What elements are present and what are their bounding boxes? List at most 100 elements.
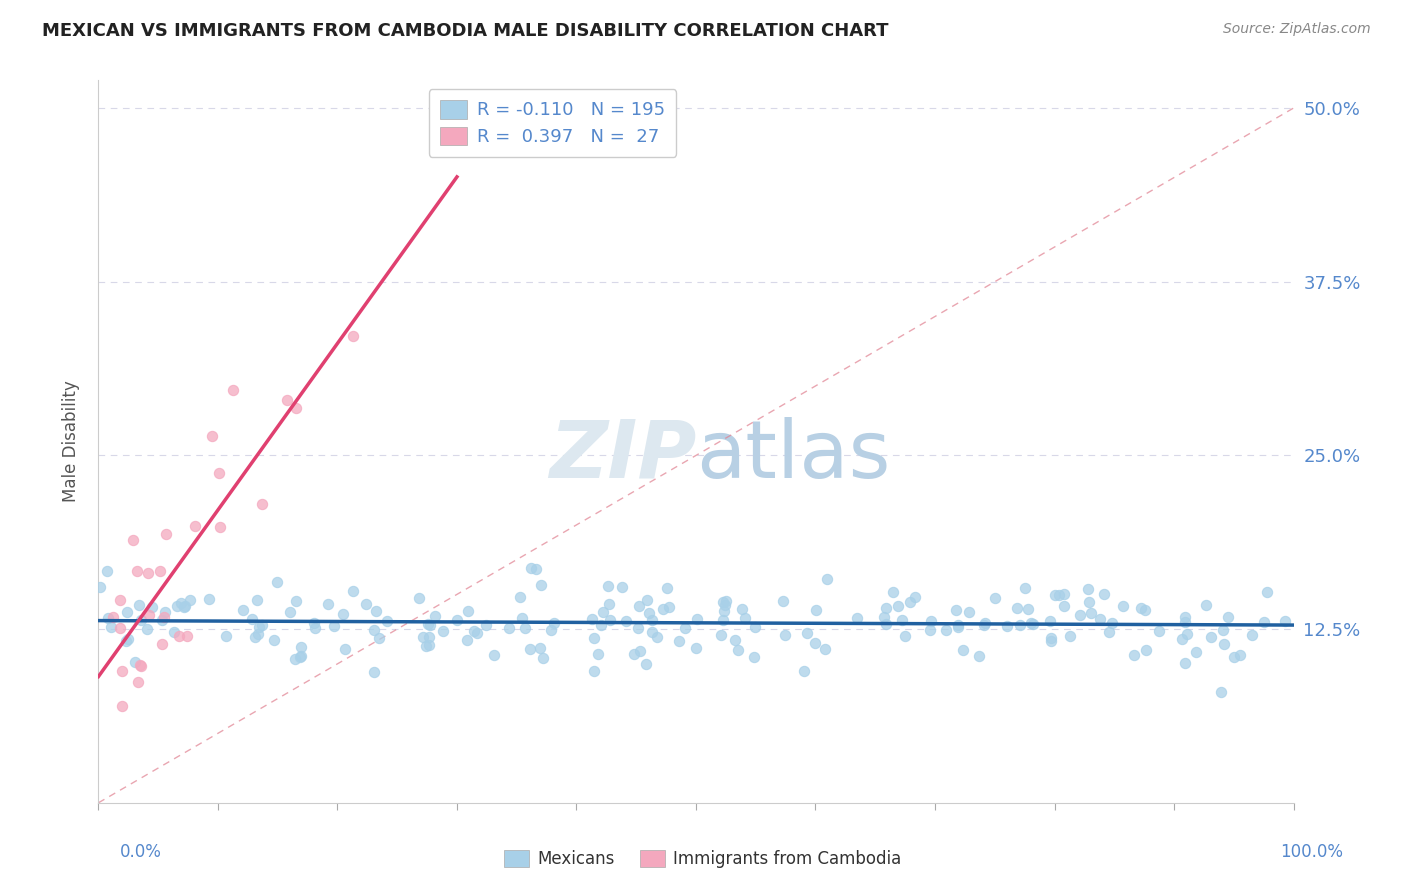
Point bbox=[1077, 595, 1099, 609]
Point bbox=[1039, 631, 1062, 645]
Point bbox=[363, 665, 385, 679]
Point bbox=[408, 591, 430, 606]
Point bbox=[515, 621, 537, 635]
Point bbox=[122, 533, 145, 548]
Point bbox=[332, 607, 354, 621]
Point bbox=[423, 608, 446, 623]
Point bbox=[419, 617, 441, 632]
Point bbox=[713, 604, 735, 618]
Point bbox=[136, 623, 159, 637]
Point bbox=[166, 599, 188, 613]
Point bbox=[1229, 648, 1251, 662]
Point bbox=[136, 566, 159, 581]
Point bbox=[875, 600, 897, 615]
Point bbox=[636, 657, 658, 671]
Point bbox=[110, 621, 132, 635]
Point bbox=[742, 650, 765, 665]
Point bbox=[222, 383, 245, 397]
Point bbox=[543, 615, 565, 630]
Point bbox=[318, 597, 340, 611]
Point bbox=[614, 615, 637, 629]
Point bbox=[1135, 643, 1157, 657]
Point bbox=[412, 631, 434, 645]
Point bbox=[540, 623, 562, 637]
Point bbox=[796, 626, 818, 640]
Point bbox=[96, 564, 118, 578]
Point bbox=[1253, 615, 1275, 629]
Point bbox=[626, 622, 648, 636]
Point bbox=[655, 581, 678, 595]
Point bbox=[208, 467, 231, 481]
Point bbox=[804, 603, 827, 617]
Point bbox=[1043, 589, 1066, 603]
Point bbox=[772, 594, 794, 608]
Point bbox=[714, 599, 737, 613]
Point bbox=[153, 610, 176, 624]
Point bbox=[1101, 616, 1123, 631]
Point bbox=[628, 644, 651, 658]
Point bbox=[150, 613, 173, 627]
Point bbox=[368, 631, 391, 645]
Point bbox=[153, 605, 176, 619]
Point bbox=[170, 596, 193, 610]
Point bbox=[246, 627, 269, 641]
Point bbox=[457, 604, 479, 618]
Point bbox=[510, 611, 533, 625]
Point bbox=[125, 564, 148, 578]
Point bbox=[920, 614, 942, 628]
Point bbox=[524, 562, 547, 576]
Point bbox=[945, 603, 967, 617]
Point bbox=[530, 578, 553, 592]
Point bbox=[1174, 656, 1197, 670]
Point bbox=[141, 600, 163, 615]
Point bbox=[232, 603, 254, 617]
Point bbox=[290, 649, 312, 664]
Point bbox=[284, 652, 307, 666]
Point bbox=[1133, 603, 1156, 617]
Point bbox=[509, 590, 531, 604]
Point bbox=[1201, 631, 1223, 645]
Point bbox=[475, 617, 498, 632]
Point bbox=[418, 617, 440, 632]
Point bbox=[957, 605, 980, 619]
Point bbox=[612, 580, 634, 594]
Point bbox=[1017, 601, 1039, 615]
Point bbox=[302, 616, 325, 631]
Point bbox=[1014, 581, 1036, 595]
Point bbox=[100, 620, 122, 634]
Point bbox=[668, 634, 690, 648]
Point bbox=[1195, 598, 1218, 612]
Point bbox=[1053, 587, 1076, 601]
Point bbox=[519, 561, 541, 575]
Point bbox=[285, 401, 308, 416]
Point bbox=[1185, 644, 1208, 658]
Point bbox=[290, 640, 312, 654]
Point bbox=[278, 605, 301, 619]
Point bbox=[484, 648, 506, 662]
Point bbox=[775, 628, 797, 642]
Point bbox=[583, 631, 606, 645]
Point bbox=[246, 593, 269, 607]
Point bbox=[920, 623, 942, 637]
Point bbox=[415, 639, 437, 653]
Point bbox=[127, 674, 149, 689]
Point bbox=[363, 624, 385, 638]
Point bbox=[1174, 610, 1197, 624]
Point bbox=[138, 607, 160, 622]
Point bbox=[366, 604, 388, 618]
Point bbox=[627, 599, 650, 614]
Point bbox=[167, 629, 190, 643]
Point bbox=[891, 613, 914, 627]
Point bbox=[714, 593, 737, 607]
Point bbox=[149, 564, 172, 578]
Point bbox=[623, 648, 645, 662]
Point bbox=[354, 597, 377, 611]
Point bbox=[686, 611, 709, 625]
Point bbox=[711, 613, 734, 627]
Point bbox=[952, 643, 974, 657]
Point bbox=[647, 630, 669, 644]
Point bbox=[903, 590, 925, 604]
Point bbox=[814, 641, 837, 656]
Text: MEXICAN VS IMMIGRANTS FROM CAMBODIA MALE DISABILITY CORRELATION CHART: MEXICAN VS IMMIGRANTS FROM CAMBODIA MALE… bbox=[42, 22, 889, 40]
Point bbox=[641, 625, 664, 640]
